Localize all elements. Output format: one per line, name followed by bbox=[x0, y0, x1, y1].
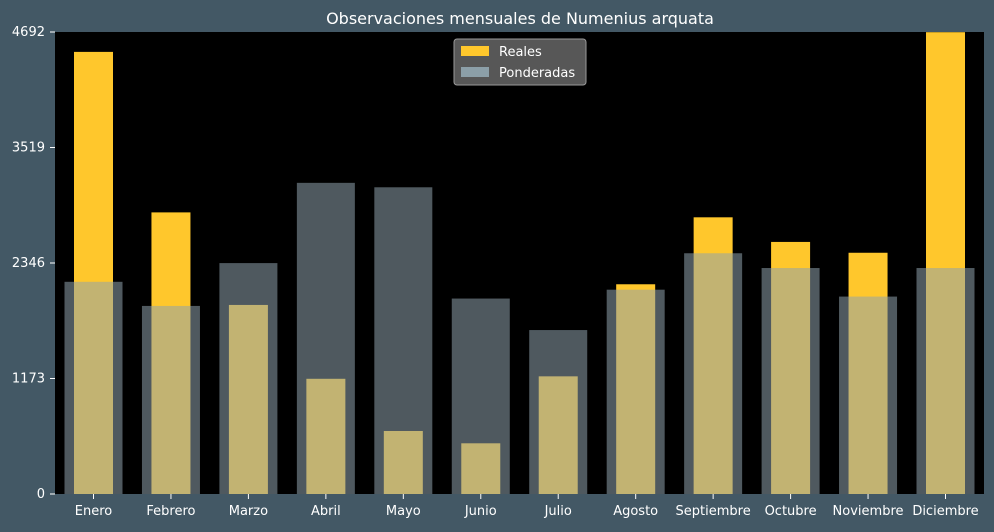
x-tick-label: Julio bbox=[544, 504, 572, 519]
x-tick-label: Junio bbox=[464, 504, 497, 519]
y-tick-label: 3519 bbox=[12, 141, 45, 156]
bar-ponderadas-noviembre bbox=[839, 296, 898, 494]
y-tick-label: 2346 bbox=[12, 256, 45, 271]
legend-label-reales: Reales bbox=[499, 45, 542, 60]
axes: 0 1173 2346 3519 4692 Enero Febrero Marzo Abril M… bbox=[12, 25, 979, 519]
x-tick-label: Octubre bbox=[765, 504, 817, 519]
bar-ponderadas-marzo bbox=[219, 263, 278, 494]
legend-swatch-ponderadas bbox=[461, 67, 489, 77]
chart-title: Observaciones mensuales de Numenius arqu… bbox=[326, 9, 714, 28]
bar-ponderadas-mayo bbox=[374, 187, 433, 495]
x-tick-label: Noviembre bbox=[833, 504, 904, 519]
plot-area bbox=[55, 32, 984, 494]
bars-layer bbox=[64, 32, 975, 495]
bar-ponderadas-octubre bbox=[761, 268, 820, 494]
bar-ponderadas-agosto bbox=[606, 289, 665, 494]
x-tick-label: Septiembre bbox=[676, 504, 751, 519]
x-tick-label: Enero bbox=[75, 504, 113, 519]
bar-ponderadas-junio bbox=[451, 298, 510, 494]
x-tick-label: Agosto bbox=[613, 504, 658, 519]
x-tick-label: Diciembre bbox=[912, 504, 978, 519]
y-tick-label: 0 bbox=[37, 487, 45, 502]
legend-swatch-reales bbox=[461, 46, 489, 56]
bar-ponderadas-febrero bbox=[141, 305, 200, 494]
bar-ponderadas-septiembre bbox=[684, 253, 743, 494]
legend: Reales Ponderadas bbox=[453, 38, 587, 86]
x-tick-label: Abril bbox=[311, 504, 341, 519]
x-tick-label: Marzo bbox=[229, 504, 268, 519]
bar-ponderadas-julio bbox=[529, 330, 588, 494]
bar-ponderadas-abril bbox=[296, 182, 355, 494]
y-tick-label: 4692 bbox=[12, 25, 45, 40]
y-tick-label: 1173 bbox=[12, 372, 45, 387]
bar-ponderadas-diciembre bbox=[916, 268, 975, 494]
x-tick-label: Febrero bbox=[146, 504, 195, 519]
bar-ponderadas-enero bbox=[64, 281, 123, 494]
legend-label-ponderadas: Ponderadas bbox=[499, 66, 575, 81]
x-tick-label: Mayo bbox=[386, 504, 421, 519]
